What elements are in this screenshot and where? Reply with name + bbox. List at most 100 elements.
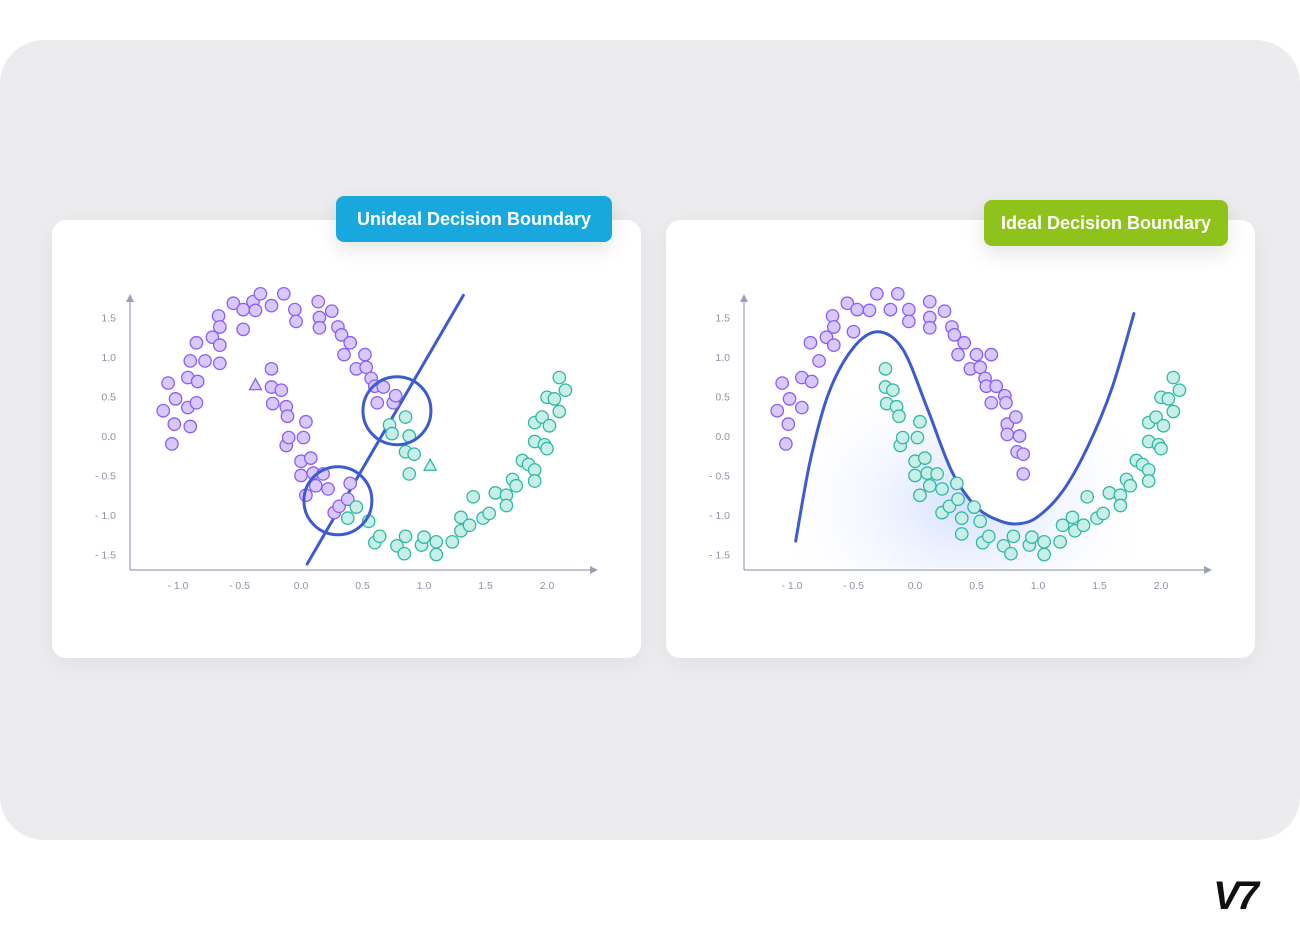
class-b-point xyxy=(1141,474,1156,488)
class-a-point xyxy=(846,324,861,339)
class-b-point xyxy=(967,500,981,514)
class-a-point xyxy=(183,354,198,368)
class-b-point xyxy=(417,530,431,544)
x-tick-label: 0.5 xyxy=(969,580,984,592)
class-b-point xyxy=(913,488,927,503)
class-a-point xyxy=(289,314,303,329)
class-a-point xyxy=(804,374,819,389)
x-tick-label: - 1.0 xyxy=(781,580,802,592)
class-b-point xyxy=(429,535,444,549)
y-tick-label: - 1.0 xyxy=(95,510,116,522)
class-b-point xyxy=(509,478,524,493)
class-b-point xyxy=(499,498,514,513)
class-b-point xyxy=(1080,489,1095,504)
class-a-point xyxy=(862,303,877,318)
class-a-point xyxy=(274,383,289,398)
class-b-point xyxy=(372,529,387,544)
class-b-point xyxy=(1037,547,1051,562)
class-b-point xyxy=(558,383,573,398)
class-b-point xyxy=(922,478,937,493)
class-a-point xyxy=(189,395,204,410)
class-b-point xyxy=(1161,392,1176,406)
class-a-point xyxy=(794,400,809,415)
class-b-point xyxy=(385,426,399,441)
class-a-point xyxy=(324,304,339,319)
class-b-point xyxy=(552,404,567,419)
class-a-point xyxy=(334,328,349,342)
class-b-triangle xyxy=(423,457,438,471)
error-highlight-circle xyxy=(302,465,374,537)
x-tick-label: 1.5 xyxy=(1092,580,1107,592)
class-b-point xyxy=(540,441,554,456)
class-a-point xyxy=(1016,447,1031,462)
class-b-point xyxy=(445,535,460,549)
x-tick-label: 0.0 xyxy=(294,580,309,592)
class-b-point xyxy=(454,510,468,525)
x-tick-label: 1.0 xyxy=(1031,580,1046,592)
class-b-point xyxy=(981,529,996,544)
class-a-point xyxy=(1000,427,1015,442)
class-a-point xyxy=(264,298,279,313)
class-a-point xyxy=(969,347,984,362)
class-b-point xyxy=(908,468,922,483)
class-a-point xyxy=(294,468,308,483)
class-b-point xyxy=(1154,441,1168,456)
ideal-scatter-plot: 1.5 1.0 0.5 0.0 - 0.5 - 1.0 - 1.5 - 1.0 - 0.5 0.0… xyxy=(709,286,1212,592)
x-tick-label: 1.5 xyxy=(478,580,493,592)
class-a-point xyxy=(781,417,796,431)
class-b-point xyxy=(1076,518,1091,533)
class-a-point xyxy=(296,430,311,445)
class-b-point xyxy=(1006,529,1021,544)
class-a-point xyxy=(212,320,227,334)
class-b-point xyxy=(1053,535,1067,549)
class-a-point xyxy=(264,362,279,376)
y-tick-label: 1.5 xyxy=(715,313,730,325)
class-a-point xyxy=(253,286,268,301)
y-tick-label: 1.0 xyxy=(101,352,116,364)
class-a-point xyxy=(337,347,351,362)
y-tick-label: - 0.5 xyxy=(709,471,730,483)
class-b-point xyxy=(1113,498,1128,513)
class-a-point xyxy=(190,374,205,389)
class-b-point xyxy=(973,514,988,529)
class-b-point xyxy=(878,362,893,376)
class-b-point xyxy=(1102,486,1117,500)
class-b-point xyxy=(949,476,964,491)
y-tick-label: - 1.5 xyxy=(709,550,730,562)
class-a-point xyxy=(951,347,965,362)
class-b-point xyxy=(1096,506,1111,521)
y-tick-label: - 0.5 xyxy=(95,471,116,483)
class-a-point xyxy=(890,286,905,301)
class-a-point xyxy=(168,392,183,406)
x-tick-label: - 0.5 xyxy=(229,580,250,592)
class-b-point xyxy=(462,518,477,533)
class-b-point xyxy=(1166,404,1181,419)
class-a-point xyxy=(276,286,291,301)
class-a-point xyxy=(999,395,1013,410)
class-b-point xyxy=(1065,510,1080,525)
class-b-point xyxy=(542,418,557,433)
boundary-shading xyxy=(795,313,1134,568)
unideal-scatter-plot: 1.5 1.0 0.5 0.0 - 0.5 - 1.0 - 1.5 - 1.0 - 0.5 0.0… xyxy=(95,286,598,592)
class-a-point xyxy=(343,476,358,491)
x-tick-label: 2.0 xyxy=(540,580,555,592)
y-tick-label: 0.5 xyxy=(715,392,730,404)
class-a-point xyxy=(265,396,280,411)
class-b-point xyxy=(935,482,949,496)
class-a-point xyxy=(311,294,326,309)
class-a-point xyxy=(1012,429,1027,443)
class-b-point xyxy=(488,486,503,500)
class-a-point xyxy=(775,376,790,390)
ideal-chart-card: 1.5 1.0 0.5 0.0 - 0.5 - 1.0 - 1.5 - 1.0 - 0.5 0.0… xyxy=(666,220,1255,658)
y-axis-arrow xyxy=(740,294,748,302)
class-a-point xyxy=(212,356,227,371)
class-a-point xyxy=(922,294,937,309)
class-a-point xyxy=(984,347,999,362)
class-a-point xyxy=(340,492,355,507)
x-tick-label: 0.5 xyxy=(355,580,370,592)
class-a-point xyxy=(198,354,212,368)
class-a-point xyxy=(826,320,841,334)
class-a-point xyxy=(947,328,962,342)
class-b-point xyxy=(535,410,549,424)
class-a-point xyxy=(165,437,179,451)
